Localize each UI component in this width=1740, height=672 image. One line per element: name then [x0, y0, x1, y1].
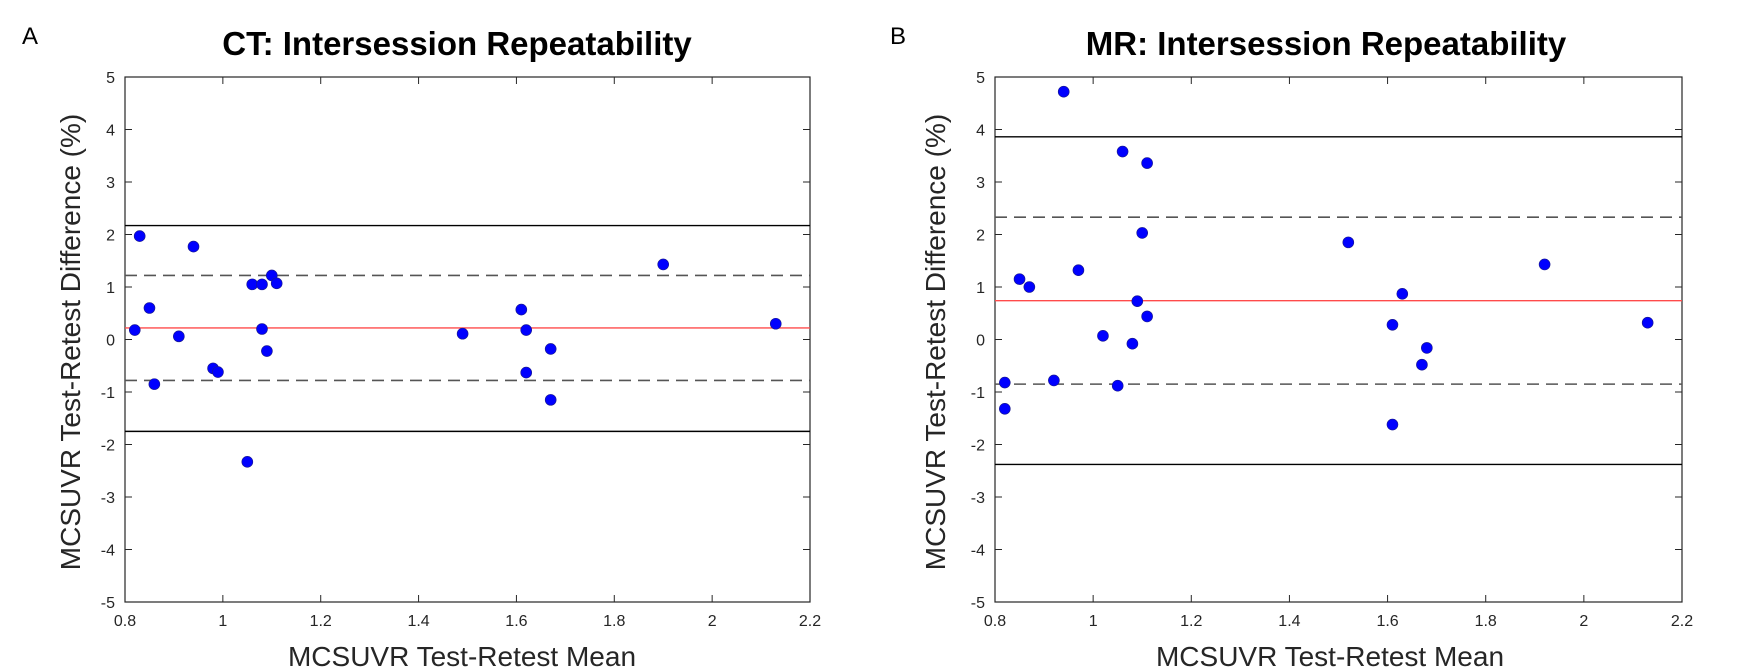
data-point-b [1141, 310, 1153, 323]
chart-title-b: MR: Intersession Repeatability [1086, 25, 1567, 62]
y-tick-label-a: 2 [106, 228, 115, 245]
plot-area-a: 0.8 1 1.2 1.4 1.6 1.8 2 2.2 5 4 3 2 1 0 -1 -2 -3 -4 -5 [101, 70, 821, 630]
y-tick-label-b: 4 [976, 123, 985, 140]
data-point-a [133, 230, 146, 242]
data-point-a [544, 343, 557, 355]
data-point-a [187, 240, 200, 253]
y-axis-label-b: MCSUVR Test-Retest Difference (%) [920, 114, 951, 570]
y-axis-label-a: MCSUVR Test-Retest Difference (%) [55, 114, 86, 570]
data-point-b [999, 376, 1011, 389]
data-point-b [1396, 288, 1409, 300]
x-tick-label-a: 1.6 [505, 613, 527, 630]
x-tick-label-b: 1.4 [1278, 613, 1300, 630]
data-point-a [456, 327, 469, 340]
data-point-a [270, 277, 283, 290]
chart-title-a: CT: Intersession Repeatability [222, 25, 692, 62]
data-point-a [148, 378, 161, 390]
axes-box-a [124, 76, 811, 603]
data-point-b [1538, 258, 1551, 271]
x-tick-label-a: 1.8 [603, 613, 625, 630]
data-point-a [769, 317, 782, 330]
data-point-a [241, 456, 254, 468]
x-tick-label-a: 2.2 [799, 613, 821, 630]
data-point-a [256, 278, 268, 291]
data-point-b [1342, 236, 1355, 249]
y-tick-label-b: -4 [971, 543, 985, 560]
y-tick-label-b: 1 [976, 280, 985, 297]
data-point-b [1131, 295, 1144, 307]
data-point-b [1416, 358, 1428, 371]
y-tick-label-b: 0 [976, 333, 985, 350]
panel-label-a: A [22, 23, 38, 50]
data-point-b [1097, 330, 1109, 342]
data-point-a [256, 323, 268, 335]
panel-b: B MR: Intersession Repeatability MCSUVR … [890, 23, 1693, 672]
x-tick-label-b: 0.8 [984, 613, 1006, 630]
data-point-a [520, 366, 533, 379]
y-tick-label-b: 5 [976, 70, 985, 87]
y-tick-label-a: 1 [106, 280, 115, 297]
data-point-b [1116, 145, 1129, 158]
data-point-a [246, 278, 259, 291]
x-tick-label-a: 0.8 [114, 613, 136, 630]
data-point-a [520, 324, 533, 336]
y-tick-label-a: 3 [106, 175, 115, 192]
y-tick-label-a: -2 [101, 438, 115, 455]
y-tick-label-a: 4 [106, 123, 115, 140]
y-tick-label-b: -1 [971, 385, 985, 402]
y-tick-label-a: 5 [106, 70, 115, 87]
x-tick-label-a: 1.4 [407, 613, 429, 630]
y-tick-label-a: -5 [101, 595, 115, 612]
y-tick-label-b: -3 [971, 490, 985, 507]
x-axis-label-b: MCSUVR Test-Retest Mean [1156, 641, 1504, 672]
x-tick-label-a: 1.2 [310, 613, 332, 630]
data-point-b [1126, 337, 1139, 350]
y-tick-label-a: -3 [101, 490, 115, 507]
data-point-a [544, 394, 557, 406]
data-point-b [1048, 374, 1060, 387]
data-point-a [261, 345, 273, 357]
data-point-b [1013, 273, 1026, 285]
panel-a: A CT: Intersession Repeatability MCSUVR … [22, 23, 821, 672]
data-point-b [1421, 342, 1433, 354]
data-point-b [1072, 264, 1085, 277]
y-tick-label-b: 2 [976, 228, 985, 245]
data-point-a [143, 302, 156, 314]
data-point-b [1057, 85, 1070, 98]
x-axis-label-a: MCSUVR Test-Retest Mean [288, 641, 636, 672]
x-tick-label-b: 2 [1579, 613, 1588, 630]
panel-label-b: B [890, 23, 906, 50]
data-point-b [1141, 157, 1153, 169]
data-point-a [173, 330, 185, 343]
plot-area-b: 0.8 1 1.2 1.4 1.6 1.8 2 2.2 5 4 3 2 1 0 -1 -2 -3 -4 -5 [971, 70, 1693, 630]
data-point-b [999, 402, 1011, 415]
data-point-a [515, 303, 528, 316]
y-tick-label-a: 0 [106, 333, 115, 350]
x-tick-label-b: 1 [1089, 613, 1098, 630]
y-tick-label-b: -2 [971, 438, 985, 455]
x-tick-label-a: 1 [218, 613, 227, 630]
data-point-b [1386, 418, 1399, 431]
y-tick-label-b: -5 [971, 595, 985, 612]
data-point-b [1136, 227, 1149, 239]
y-tick-label-a: -1 [101, 385, 115, 402]
x-tick-label-b: 1.6 [1376, 613, 1398, 630]
data-point-a [212, 366, 224, 378]
x-tick-label-b: 2.2 [1671, 613, 1693, 630]
x-tick-label-a: 2 [708, 613, 717, 630]
x-tick-label-b: 1.8 [1475, 613, 1497, 630]
data-point-b [1386, 318, 1399, 331]
data-point-a [128, 324, 141, 336]
x-tick-label-b: 1.2 [1180, 613, 1202, 630]
y-tick-label-a: -4 [101, 543, 115, 560]
axes-box-b [994, 76, 1683, 603]
data-point-a [657, 258, 670, 271]
data-point-b [1111, 379, 1124, 392]
y-tick-label-b: 3 [976, 175, 985, 192]
data-point-b [1023, 281, 1036, 293]
data-point-b [1641, 316, 1654, 329]
